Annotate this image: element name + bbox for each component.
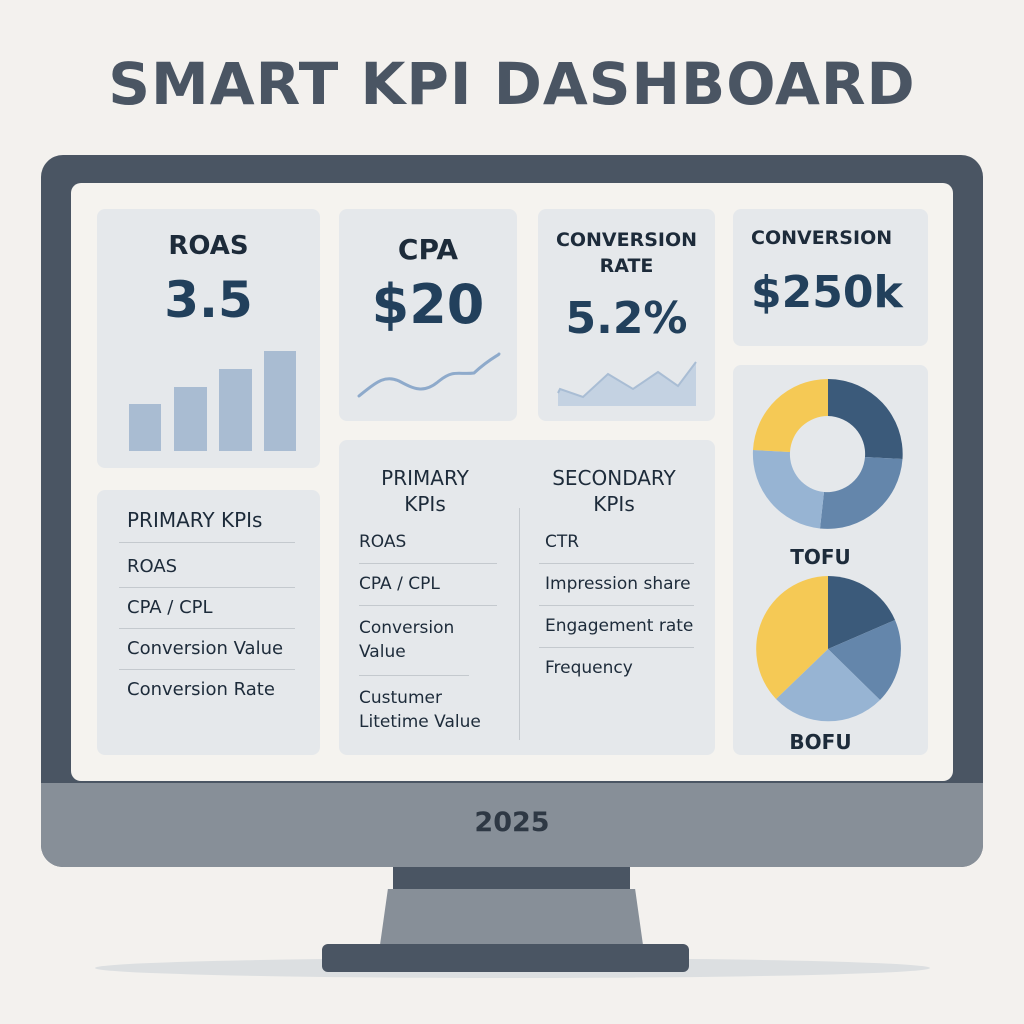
cpa-label: CPA	[397, 233, 459, 266]
monitor-neck-collar	[393, 867, 630, 889]
conversion-rate-label-line1: CONVERSION	[555, 229, 698, 251]
primary-comparison-item: CPA / CPL	[359, 564, 497, 606]
conversion-value: $250k	[751, 267, 903, 318]
conversion-rate-label-line2: RATE	[599, 255, 654, 277]
roas-card[interactable]: ROAS 3.5	[97, 209, 320, 468]
page-title: SMART KPI DASHBOARD	[108, 50, 916, 118]
primary-column-title-line2: KPIs	[404, 492, 446, 516]
primary-comparison-item: ROAS	[359, 532, 497, 564]
primary-kpi-item: Conversion Value	[119, 628, 295, 669]
secondary-comparison-item: Impression share	[539, 564, 694, 606]
monitor-base	[322, 944, 689, 972]
cpa-line-chart	[357, 352, 501, 398]
roas-label: ROAS	[168, 231, 249, 261]
monitor-neck	[380, 889, 643, 945]
tofu-donut-chart[interactable]	[733, 365, 928, 535]
year-label: 2025	[474, 807, 550, 838]
primary-column-title-line1: PRIMARY	[381, 466, 469, 490]
cpa-card[interactable]: CPA $20	[339, 209, 517, 421]
bofu-label: BOFU	[789, 730, 852, 754]
primary-kpis-title: PRIMARY KPIs	[127, 508, 263, 532]
primary-comparison-item: Conversion Value	[359, 606, 469, 676]
roas-bar-chart	[129, 351, 296, 451]
funnel-charts-card: TOFU BOFU	[733, 365, 928, 755]
primary-kpi-item: CPA / CPL	[119, 587, 295, 628]
roas-value: 3.5	[164, 271, 253, 329]
primary-kpi-item: ROAS	[119, 542, 295, 587]
conversion-rate-value: 5.2%	[565, 293, 688, 344]
primary-kpi-item: Conversion Rate	[119, 669, 295, 710]
monitor-chin: 2025	[41, 783, 983, 867]
tofu-label: TOFU	[790, 545, 851, 569]
conversion-card[interactable]: CONVERSION $250k	[733, 209, 928, 346]
dashboard-screen: ROAS 3.5 CPA $20 CONVERSION RATE 5.2%	[71, 183, 953, 781]
secondary-column-title-line2: KPIs	[593, 492, 635, 516]
kpi-comparison-card: PRIMARY KPIs SECONDARY KPIs ROAS CPA / C…	[339, 440, 715, 755]
primary-comparison-item: Custumer Litetime Value	[359, 688, 481, 732]
cpa-value: $20	[371, 273, 485, 336]
secondary-comparison-item: Engagement rate	[539, 606, 694, 648]
secondary-comparison-item: CTR	[539, 532, 694, 564]
conversion-rate-area-chart	[557, 361, 697, 406]
bofu-pie-chart[interactable]	[733, 571, 928, 741]
conversion-rate-card[interactable]: CONVERSION RATE 5.2%	[538, 209, 715, 421]
secondary-comparison-item: Frequency	[545, 658, 633, 678]
column-divider	[519, 508, 520, 740]
conversion-label: CONVERSION	[751, 227, 893, 249]
monitor-frame: 2025 ROAS 3.5 CPA $20 CONVERSION RATE	[41, 155, 983, 867]
primary-kpis-card: PRIMARY KPIs ROAS CPA / CPL Conversion V…	[97, 490, 320, 755]
secondary-column-title-line1: SECONDARY	[552, 466, 676, 490]
